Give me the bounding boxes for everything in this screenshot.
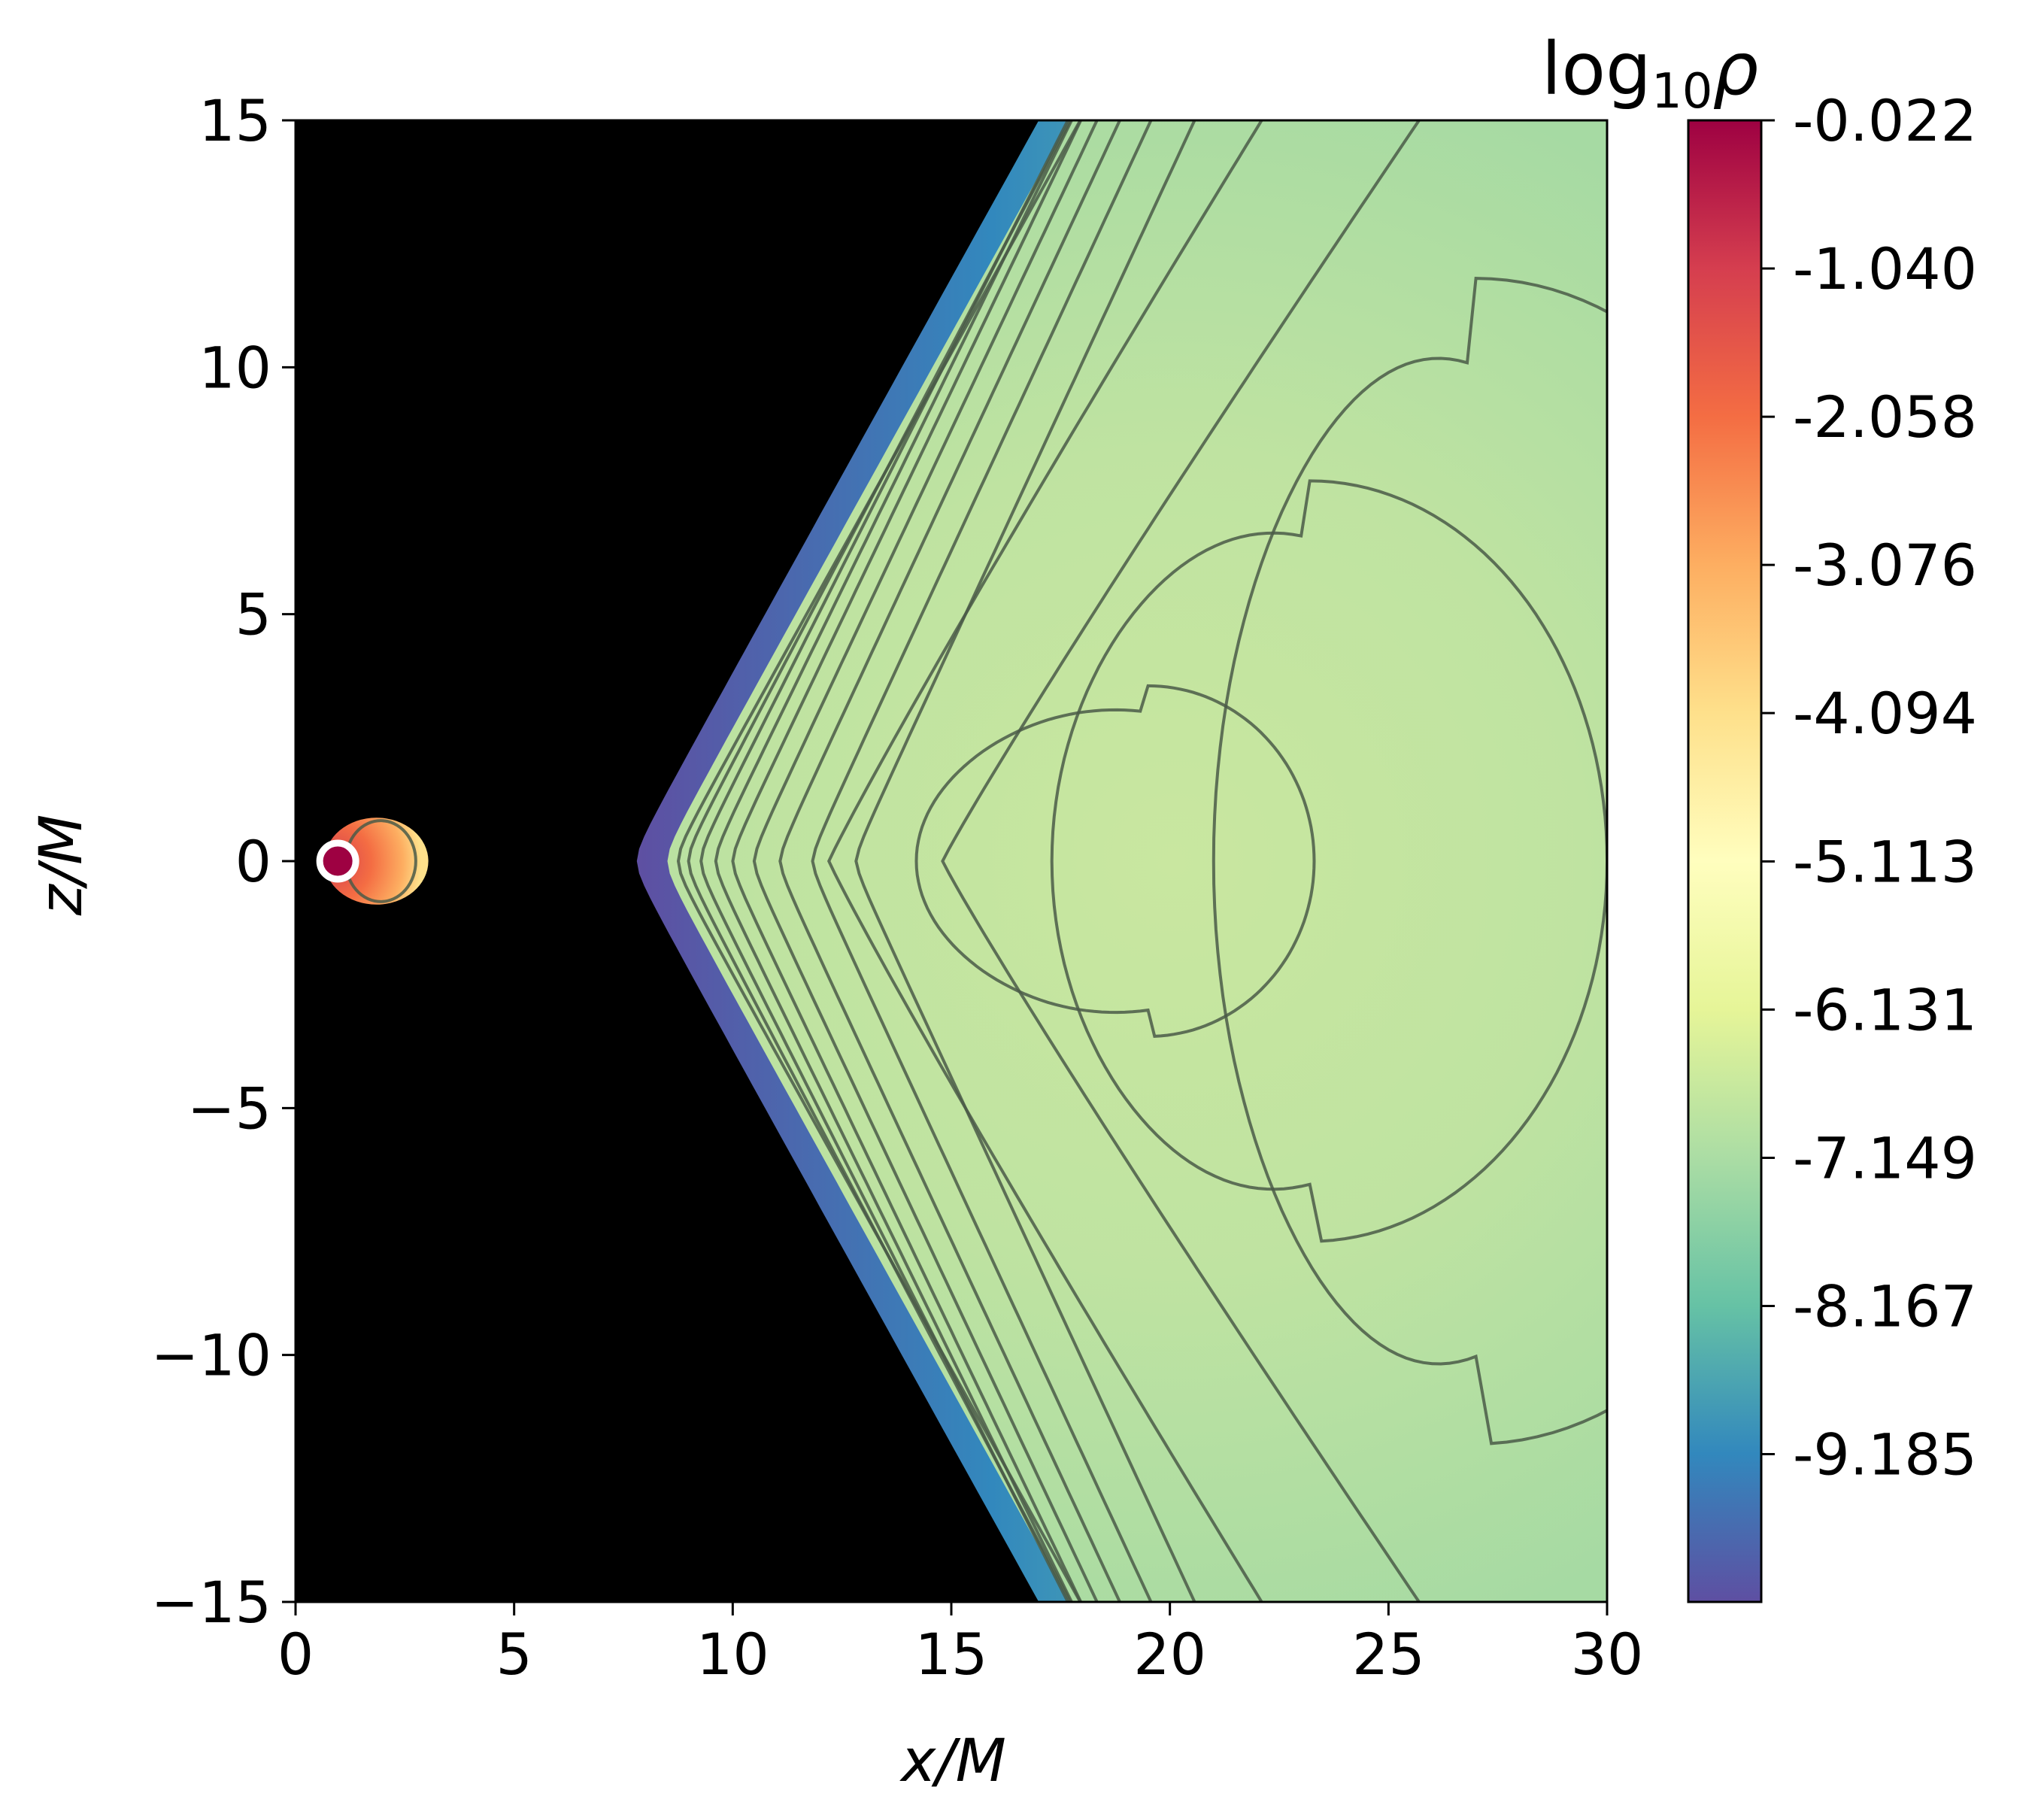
y-tick-label: −15 — [151, 1569, 271, 1636]
x-tick-label: 25 — [1352, 1621, 1425, 1688]
colorbar-tick-label: -6.131 — [1793, 976, 1977, 1043]
colorbar-tick-label: -5.113 — [1793, 828, 1977, 895]
contour-loop — [1212, 277, 1607, 1445]
y-tick-label: −10 — [151, 1322, 271, 1389]
contour-loop — [914, 684, 1316, 1038]
colorbar-title: log10ρ — [1542, 27, 1759, 120]
contour-line — [687, 120, 1072, 1602]
x-tick-label: 10 — [696, 1621, 769, 1688]
y-axis-ticks: 15 10 5 0 −5 −10 −15 — [151, 87, 296, 1636]
contour-loop — [1050, 479, 1607, 1243]
contour-line — [826, 120, 1263, 1602]
contour-line — [778, 120, 1121, 1602]
y-tick-label: −5 — [187, 1075, 271, 1142]
colorbar-ticks: -0.022 -1.040 -2.058 -3.076 -4.094 -5.113 -6.1… — [1761, 87, 1977, 1488]
colorbar-tick-label: -4.094 — [1793, 680, 1977, 747]
y-tick-label: 15 — [199, 87, 271, 154]
x-axis-ticks: 0 5 10 15 20 25 30 — [277, 1602, 1644, 1688]
contour-line — [854, 120, 1196, 1602]
y-tick-label: 5 — [235, 581, 271, 648]
contour-line — [699, 120, 1069, 1602]
y-tick-label: 10 — [199, 334, 271, 401]
contour-line — [752, 120, 1099, 1602]
inner-density-blob — [316, 818, 429, 905]
x-tick-label: 20 — [1133, 1621, 1206, 1688]
contour-line — [811, 120, 1153, 1602]
y-axis-label: z/M — [28, 814, 96, 917]
x-tick-label: 15 — [915, 1621, 988, 1688]
colorbar-tick-label: -7.149 — [1793, 1124, 1977, 1191]
x-tick-label: 5 — [496, 1621, 532, 1688]
colorbar-gradient — [1687, 119, 1763, 1603]
x-tick-label: 30 — [1571, 1621, 1644, 1688]
density-peak-marker — [316, 839, 359, 883]
colorbar-tick-label: -0.022 — [1793, 87, 1977, 154]
contour-line — [731, 120, 1083, 1602]
colorbar: -0.022 -1.040 -2.058 -3.076 -4.094 -5.113 -6.1… — [1542, 27, 1977, 1603]
contour-line — [714, 120, 1073, 1602]
colorbar-tick-label: -3.076 — [1793, 532, 1977, 599]
y-tick-label: 0 — [235, 828, 271, 895]
contour-line — [941, 120, 1421, 1602]
contour-lines — [676, 120, 1607, 1602]
colorbar-tick-label: -8.167 — [1793, 1273, 1977, 1340]
x-axis-label: x/M — [899, 1728, 1006, 1795]
plot-area — [294, 119, 1609, 1603]
colorbar-tick-label: -1.040 — [1793, 235, 1977, 302]
colorbar-tick-label: -2.058 — [1793, 384, 1977, 450]
colorbar-tick-label: -9.185 — [1793, 1421, 1977, 1488]
x-tick-label: 0 — [277, 1621, 314, 1688]
